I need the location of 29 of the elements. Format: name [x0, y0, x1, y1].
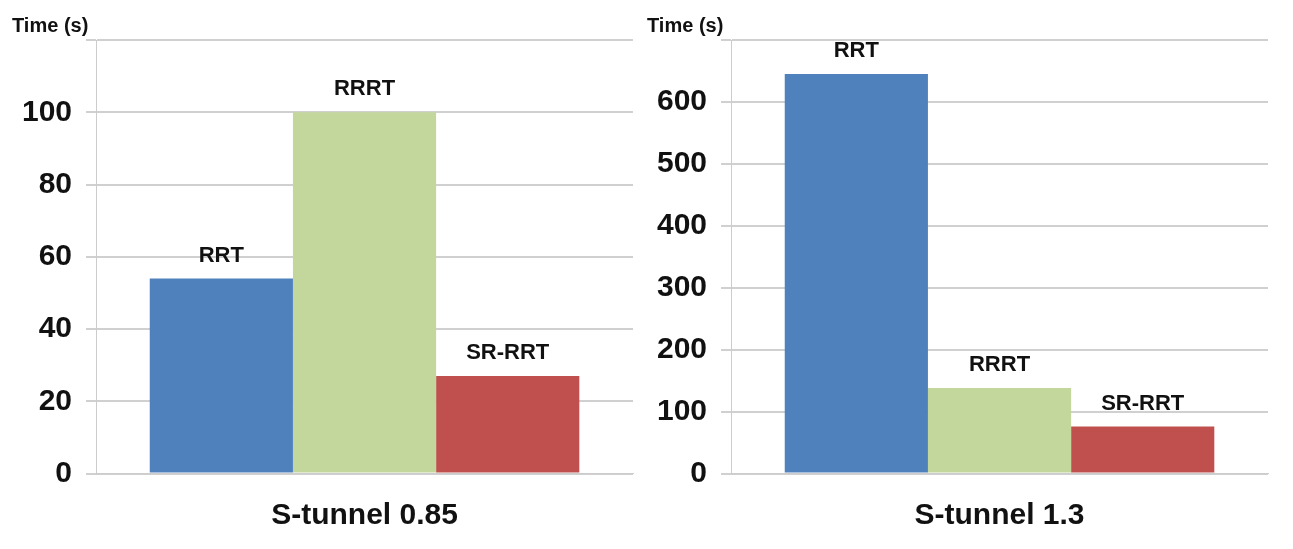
- series-label: SR-RRT: [1101, 389, 1185, 415]
- y-tick-label: 300: [656, 269, 708, 303]
- x-axis-title: S-tunnel 1.3: [914, 497, 1085, 531]
- y-axis-title: Time (s): [647, 13, 724, 36]
- y-tick-label: 0: [690, 454, 708, 488]
- bar: [436, 376, 580, 473]
- series-label: SR-RRT: [466, 339, 550, 365]
- y-tick-label: 40: [38, 310, 73, 344]
- series-label: RRRT: [333, 75, 396, 101]
- y-tick-label: 600: [656, 83, 708, 117]
- series-label: RRT: [198, 241, 245, 267]
- y-tick-label: 200: [656, 330, 708, 364]
- y-tick-label: 20: [38, 382, 73, 416]
- y-tick-label: 0: [55, 454, 73, 488]
- y-tick-label: 400: [656, 207, 708, 241]
- bar: [1071, 426, 1215, 473]
- bar: [292, 112, 437, 473]
- y-tick-label: 100: [21, 93, 73, 127]
- series-label: RRT: [833, 37, 880, 63]
- y-tick-label: 100: [656, 392, 708, 426]
- series-label: RRRT: [968, 351, 1031, 377]
- y-tick-label: 500: [656, 145, 708, 179]
- y-axis-title: Time (s): [12, 13, 89, 36]
- bar: [784, 74, 928, 473]
- y-tick-label: 60: [38, 238, 73, 272]
- x-axis-title: S-tunnel 0.85: [271, 497, 458, 531]
- y-tick-label: 80: [38, 165, 73, 199]
- bar: [149, 278, 293, 473]
- bar: [927, 388, 1072, 473]
